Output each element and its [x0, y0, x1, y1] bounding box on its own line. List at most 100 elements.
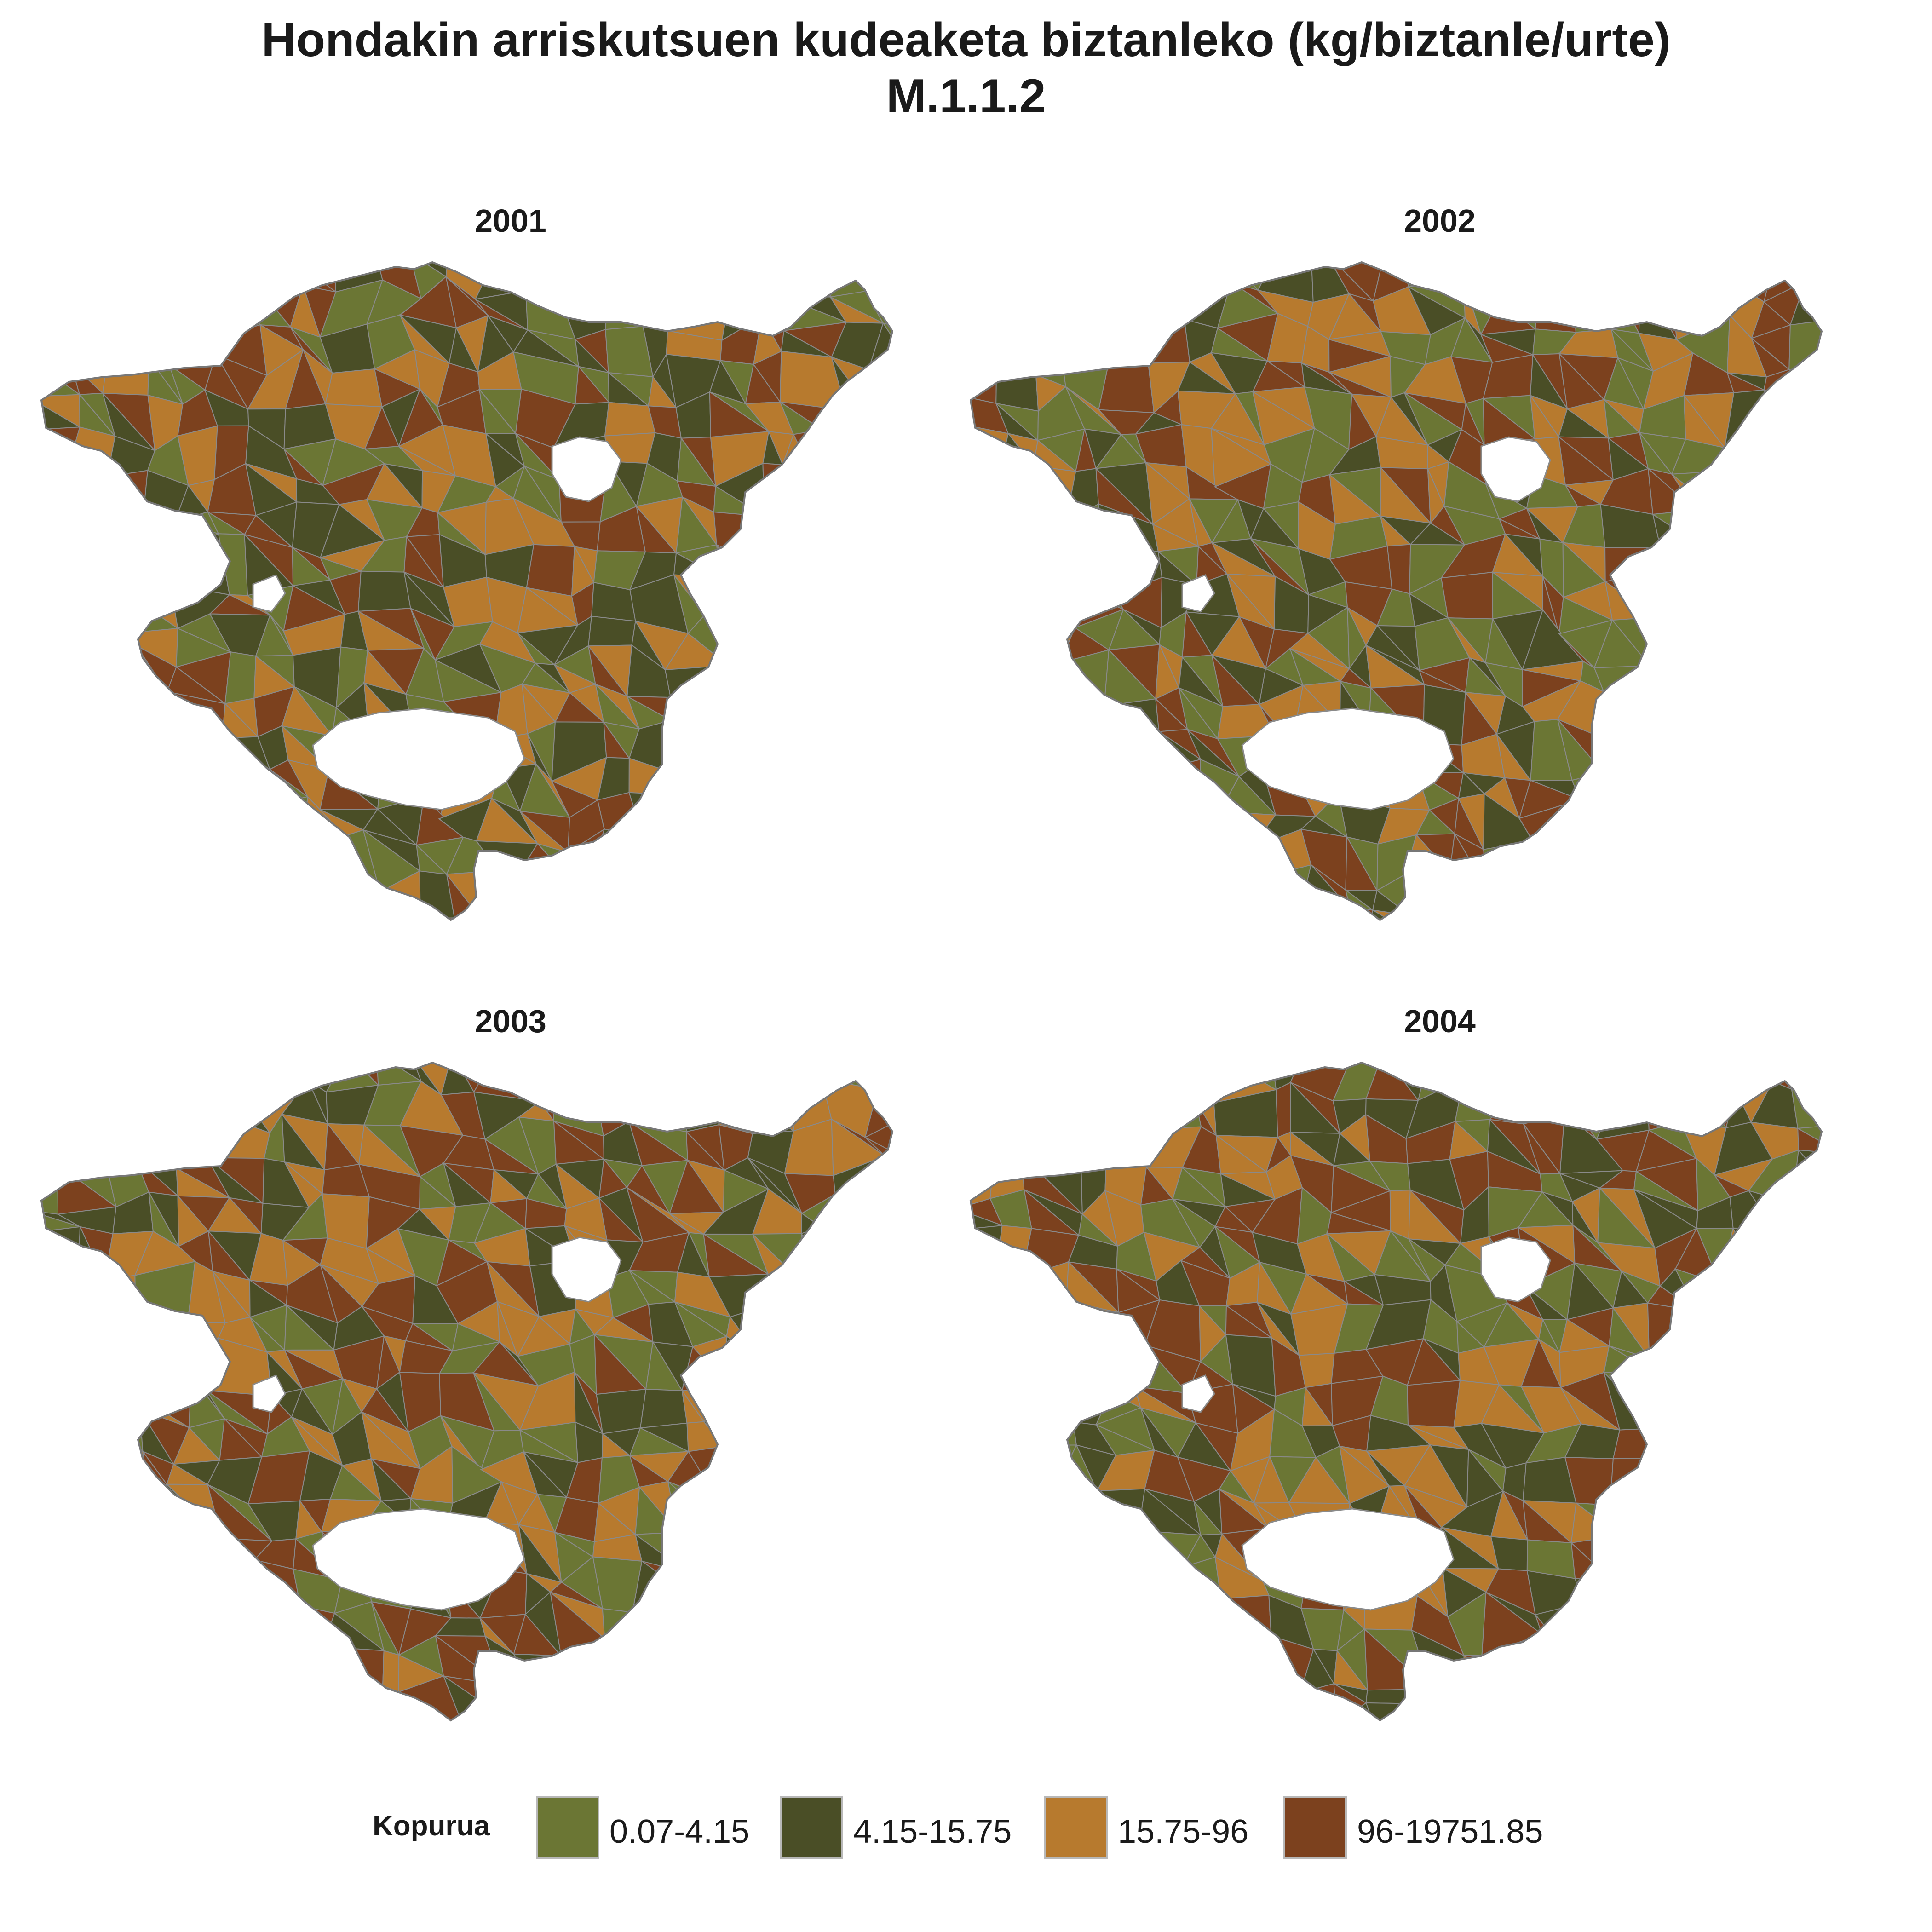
municipality [798, 1418, 834, 1457]
municipality [863, 946, 905, 989]
municipality [971, 901, 997, 920]
municipality [798, 1422, 820, 1458]
municipality [1081, 757, 1098, 813]
municipality [740, 1422, 806, 1458]
municipality [1652, 513, 1701, 548]
municipality [640, 1631, 669, 1690]
municipality [1827, 1525, 1877, 1562]
municipality [985, 295, 1041, 338]
map-2003 [40, 1053, 948, 1722]
municipality [1837, 575, 1877, 610]
municipality [1058, 738, 1110, 780]
municipality [1058, 965, 1098, 989]
municipality [63, 1121, 104, 1151]
municipality [1036, 504, 1066, 551]
municipality [1825, 778, 1877, 801]
municipality [64, 765, 112, 813]
municipality [1030, 1392, 1074, 1423]
municipality [835, 500, 861, 552]
municipality [1645, 1076, 1690, 1123]
municipality [796, 1282, 843, 1324]
municipality [835, 798, 874, 851]
municipality [864, 799, 892, 831]
municipality [883, 1640, 892, 1678]
municipality [676, 1532, 731, 1558]
enclave-hole [252, 574, 286, 613]
municipality [1598, 915, 1637, 920]
municipality [1695, 1628, 1717, 1690]
municipality [751, 1606, 802, 1630]
municipality [132, 867, 187, 918]
municipality [92, 1121, 138, 1160]
municipality [98, 1092, 143, 1138]
legend-swatch-2 [780, 1796, 843, 1859]
municipality [802, 1496, 829, 1546]
municipality [129, 771, 181, 811]
municipality [1714, 1728, 1753, 1765]
municipality [1802, 621, 1822, 650]
municipality [869, 1063, 892, 1100]
municipality [1061, 312, 1112, 357]
municipality [874, 1316, 892, 1352]
municipality [1106, 1123, 1147, 1169]
municipality [899, 1053, 948, 1098]
municipality [1827, 795, 1877, 843]
municipality [828, 1500, 859, 1547]
municipality [94, 1640, 146, 1691]
municipality [1080, 1632, 1121, 1679]
municipality [1649, 1445, 1697, 1484]
municipality [971, 552, 985, 598]
municipality [1005, 1599, 1041, 1649]
municipality [1794, 1317, 1822, 1344]
municipality [1502, 1063, 1543, 1102]
municipality [842, 1315, 883, 1352]
municipality [907, 1273, 948, 1318]
municipality [1648, 1457, 1682, 1495]
municipality [818, 1571, 885, 1612]
municipality [207, 891, 274, 920]
municipality [41, 1226, 81, 1277]
municipality [859, 651, 892, 687]
municipality [903, 1382, 948, 1434]
municipality [1846, 502, 1877, 560]
municipality [712, 1598, 765, 1648]
municipality [369, 1702, 413, 1720]
municipality [1604, 843, 1647, 881]
municipality [1219, 811, 1276, 849]
municipality [251, 262, 305, 287]
municipality [1797, 621, 1822, 651]
municipality [915, 1445, 948, 1505]
municipality [1486, 886, 1530, 920]
municipality [751, 619, 803, 652]
municipality [1748, 1190, 1811, 1243]
municipality [1214, 914, 1278, 920]
municipality [796, 620, 821, 656]
municipality [642, 276, 678, 332]
municipality [1847, 1266, 1877, 1321]
municipality [248, 830, 307, 885]
municipality [897, 359, 948, 408]
municipality [79, 1226, 114, 1281]
municipality [818, 485, 859, 502]
municipality [248, 1706, 290, 1720]
municipality [41, 429, 65, 483]
municipality [210, 1063, 248, 1103]
municipality [551, 1063, 616, 1102]
municipality [326, 961, 366, 989]
municipality [41, 315, 72, 364]
municipality [1832, 943, 1877, 989]
municipality [1723, 1063, 1774, 1089]
municipality [996, 926, 1023, 966]
municipality [672, 907, 719, 920]
municipality [137, 1091, 178, 1138]
municipality [971, 1346, 1000, 1378]
chart-subtitle: M.1.1.2 [886, 69, 1046, 123]
municipality [1018, 609, 1062, 664]
municipality [1262, 926, 1307, 955]
enclave-hole [1181, 1374, 1215, 1413]
municipality [900, 726, 948, 782]
municipality [1683, 755, 1733, 797]
municipality [712, 738, 761, 773]
municipality [1034, 550, 1066, 588]
municipality [1811, 550, 1822, 575]
